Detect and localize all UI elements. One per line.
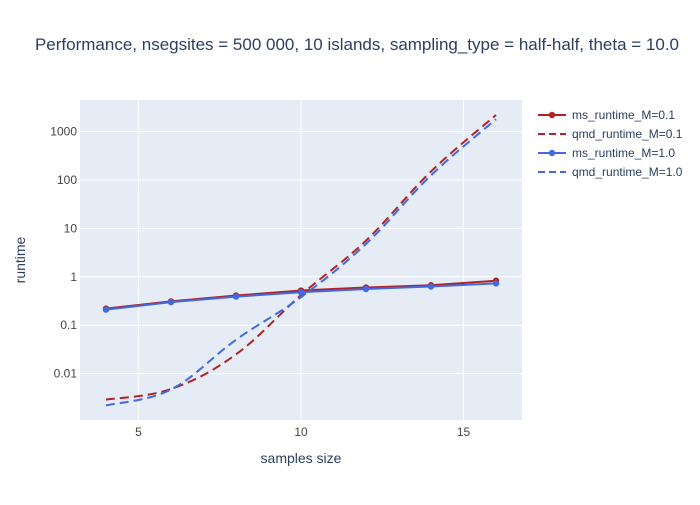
x-tick-label: 5 bbox=[135, 425, 142, 439]
legend-marker bbox=[548, 111, 556, 119]
tick-labels: 5 10 15 0.01 0.1 1 10 100 1000 bbox=[50, 125, 470, 439]
legend-item[interactable]: ms_runtime_M=1.0 bbox=[538, 146, 675, 160]
y-tick-label: 100 bbox=[57, 173, 77, 187]
series-line bbox=[105, 118, 497, 407]
y-tick-label: 1 bbox=[70, 270, 77, 284]
gridlines bbox=[80, 100, 522, 420]
data-point bbox=[492, 280, 500, 287]
legend-label: qmd_runtime_M=0.1 bbox=[572, 127, 683, 141]
y-tick-label: 0.1 bbox=[60, 318, 77, 332]
data-point bbox=[167, 298, 175, 306]
legend[interactable]: ms_runtime_M=0.1 qmd_runtime_M=0.1 ms_runt… bbox=[538, 108, 683, 179]
x-tick-label: 10 bbox=[294, 425, 308, 439]
data-point bbox=[232, 293, 240, 300]
legend-label: ms_runtime_M=0.1 bbox=[572, 108, 675, 122]
legend-marker bbox=[548, 149, 556, 157]
series-qmd_runtime_M=1.0 bbox=[105, 118, 497, 407]
legend-label: qmd_runtime_M=1.0 bbox=[572, 165, 683, 179]
legend-item[interactable]: qmd_runtime_M=1.0 bbox=[538, 165, 683, 179]
y-tick-label: 0.01 bbox=[54, 367, 78, 381]
y-tick-label: 10 bbox=[64, 221, 78, 235]
chart-title: Performance, nsegsites = 500 000, 10 isl… bbox=[35, 35, 679, 54]
x-tick-label: 15 bbox=[457, 425, 471, 439]
series-ms_runtime_M=1.0 bbox=[102, 280, 500, 313]
data-point bbox=[427, 283, 435, 290]
y-axis-label: runtime bbox=[12, 236, 28, 283]
data-point bbox=[297, 289, 305, 296]
legend-item[interactable]: ms_runtime_M=0.1 bbox=[538, 108, 675, 122]
x-axis-label: samples size bbox=[261, 450, 342, 466]
data-point bbox=[102, 306, 110, 313]
series-layer bbox=[102, 114, 500, 407]
legend-label: ms_runtime_M=1.0 bbox=[572, 146, 675, 160]
data-point bbox=[362, 285, 370, 293]
y-tick-label: 1000 bbox=[50, 125, 77, 139]
legend-item[interactable]: qmd_runtime_M=0.1 bbox=[538, 127, 683, 141]
